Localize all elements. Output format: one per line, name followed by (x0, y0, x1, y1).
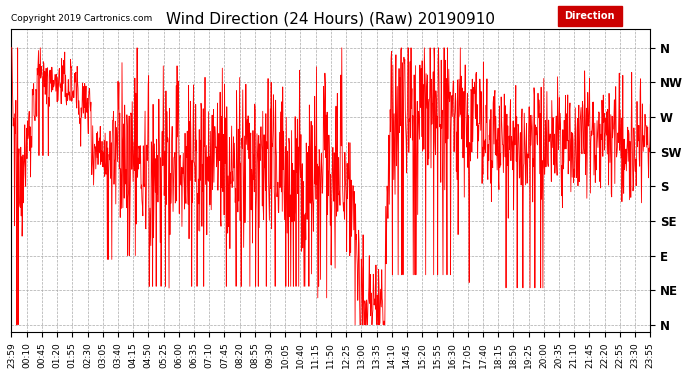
Text: Copyright 2019 Cartronics.com: Copyright 2019 Cartronics.com (12, 13, 152, 22)
Bar (558, 6, 622, 26)
Title: Wind Direction (24 Hours) (Raw) 20190910: Wind Direction (24 Hours) (Raw) 20190910 (166, 11, 495, 26)
Text: Direction: Direction (564, 10, 615, 21)
